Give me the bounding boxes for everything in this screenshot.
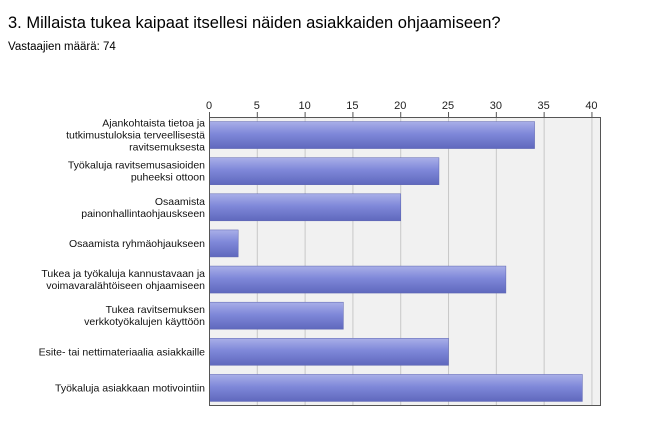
plot-frame bbox=[209, 117, 601, 406]
bar bbox=[209, 157, 440, 185]
category-label-line: Työkaluja ravitsemusasioiden bbox=[68, 160, 205, 172]
x-tick-label: 20 bbox=[394, 100, 406, 112]
category-label-line: tutkimustuloksia terveellisestä bbox=[66, 130, 205, 142]
x-tick-label: 5 bbox=[254, 100, 260, 112]
bar bbox=[209, 374, 583, 402]
x-tick-label: 15 bbox=[346, 100, 358, 112]
bar bbox=[209, 229, 239, 258]
respondent-count: Vastaajien määrä: 74 bbox=[8, 41, 116, 53]
category-label: Tukea ja työkaluja kannustavaan ja voimav… bbox=[41, 268, 205, 292]
category-label-line: Osaamista ryhmäohjaukseen bbox=[69, 238, 205, 250]
category-label: Osaamista ryhmäohjaukseen bbox=[69, 238, 205, 250]
category-label: Esite- tai nettimateriaalia asiakkaille bbox=[39, 346, 205, 358]
bar bbox=[209, 338, 449, 366]
x-tick-label: 40 bbox=[585, 100, 597, 112]
category-label-line: verkkotyökalujen käyttöön bbox=[84, 316, 205, 328]
bar bbox=[209, 121, 535, 149]
bar bbox=[209, 193, 401, 222]
category-label-line: Tukea ravitsemuksen bbox=[106, 304, 206, 316]
category-label-line: Työkaluja asiakkaan motivointiin bbox=[55, 382, 205, 394]
category-label-line: ravitsemuksesta bbox=[129, 142, 205, 154]
x-tick-label: 0 bbox=[206, 100, 212, 112]
category-label-line: voimavaralähtöiseen ohjaamiseen bbox=[46, 280, 205, 292]
x-tick-label: 35 bbox=[538, 100, 550, 112]
category-label-line: puheeksi ottoon bbox=[131, 172, 205, 184]
category-label: Työkaluja asiakkaan motivointiin bbox=[55, 382, 205, 394]
bar bbox=[209, 301, 344, 330]
category-label-line: Ajankohtaista tietoa ja bbox=[102, 118, 205, 130]
category-label: Ajankohtaista tietoa ja tutkimustuloksia … bbox=[66, 118, 205, 154]
category-label-line: Esite- tai nettimateriaalia asiakkaille bbox=[39, 346, 205, 358]
x-tick-label: 30 bbox=[490, 100, 502, 112]
category-label: Osaamista painonhallintaohjauskseen bbox=[81, 196, 205, 220]
x-tick-label: 10 bbox=[298, 100, 310, 112]
category-label-line: Osaamista bbox=[155, 196, 205, 208]
category-label: Työkaluja ravitsemusasioiden puheeksi ott… bbox=[68, 160, 205, 184]
category-label-line: painonhallintaohjauskseen bbox=[81, 208, 205, 220]
category-label: Tukea ravitsemuksen verkkotyökalujen käyt… bbox=[84, 304, 205, 328]
bar bbox=[209, 265, 507, 294]
page-title: 3. Millaista tukea kaipaat itsellesi näi… bbox=[8, 14, 501, 32]
x-tick-label: 25 bbox=[442, 100, 454, 112]
category-label-line: Tukea ja työkaluja kannustavaan ja bbox=[41, 268, 205, 280]
